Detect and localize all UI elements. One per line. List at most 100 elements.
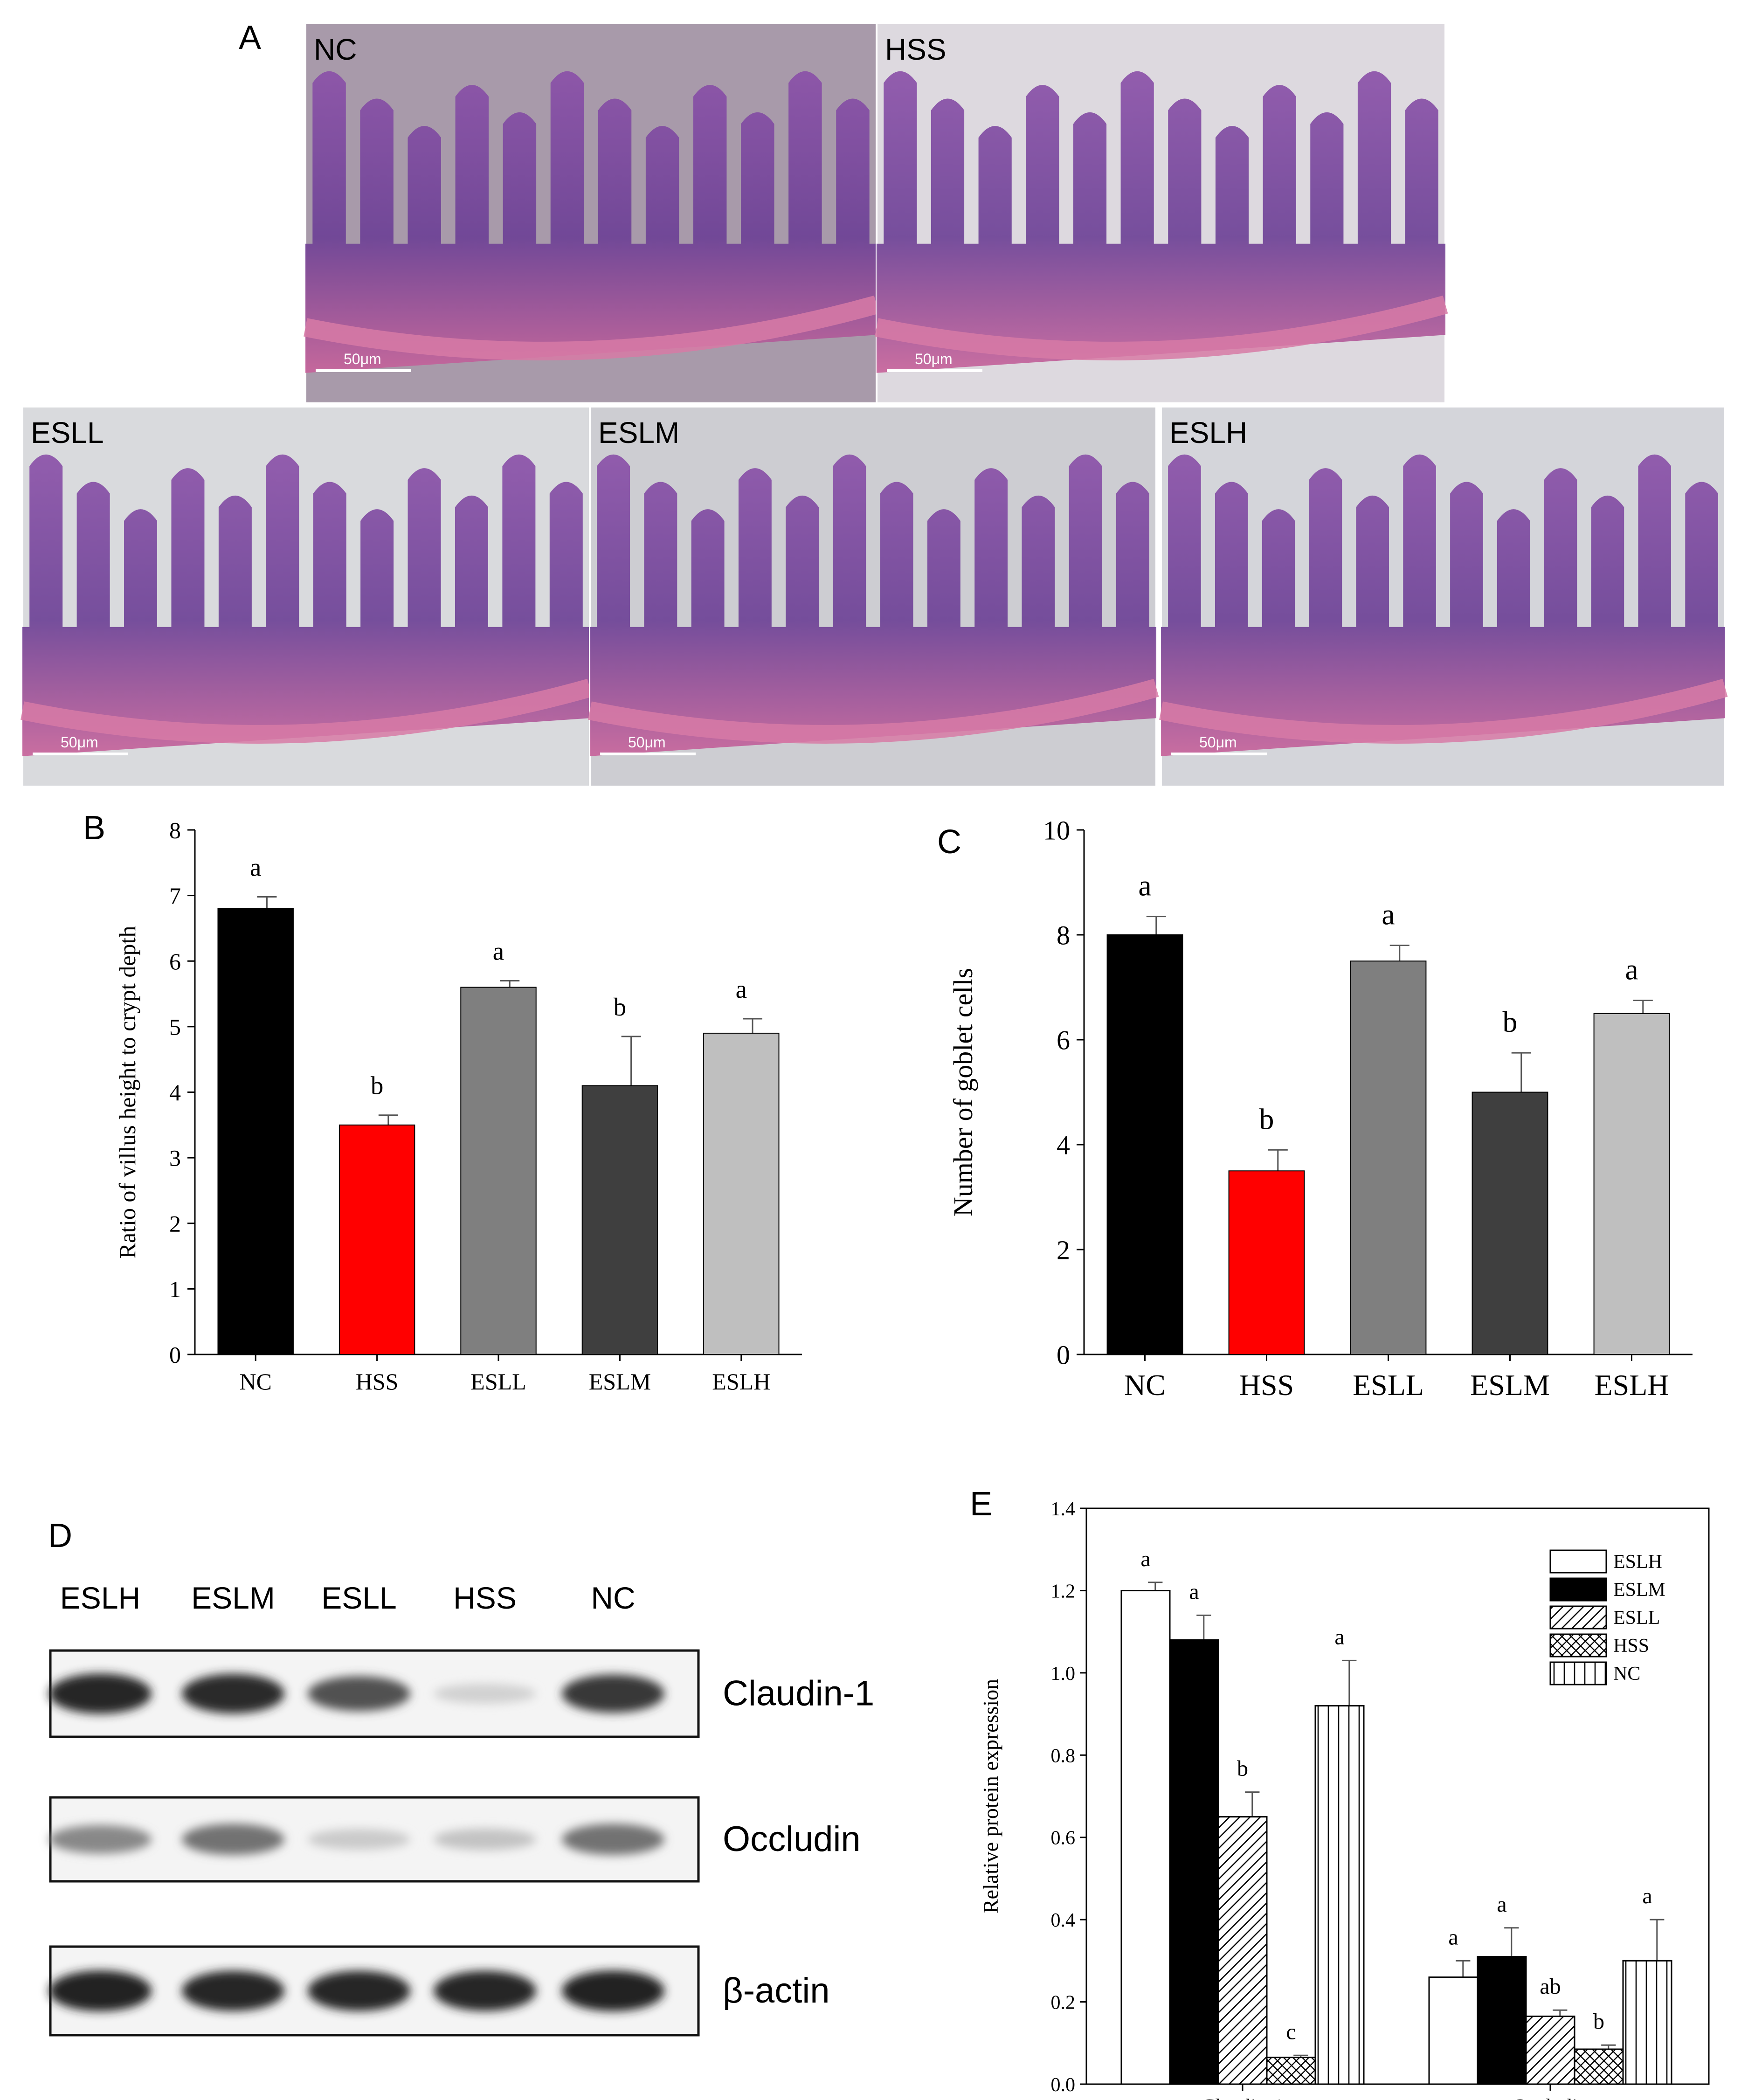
- protein-band: [49, 1970, 152, 2011]
- significance-label: a: [250, 853, 261, 881]
- band-label: Claudin-1: [723, 1674, 874, 1713]
- x-tick-label: NC: [1124, 1368, 1166, 1402]
- bar-esll: [1217, 1816, 1268, 2085]
- y-tick-label: 10: [1043, 815, 1070, 845]
- bar-nc: [1106, 934, 1183, 1355]
- y-tick-label: 2: [169, 1210, 181, 1237]
- legend-swatch-eslh: [1549, 1549, 1607, 1574]
- y-tick-label: 1.2: [1051, 1581, 1076, 1602]
- significance-label: a: [493, 937, 504, 965]
- protein-band: [49, 1825, 152, 1854]
- bar-hss: [1228, 1170, 1305, 1355]
- panel-label-c: C: [937, 823, 961, 861]
- bar-eslh: [1428, 1976, 1479, 2085]
- legend-entry: ESLL: [1613, 1607, 1660, 1629]
- significance-label: a: [1642, 1884, 1652, 1908]
- x-tick-label: ESLH: [1595, 1368, 1669, 1402]
- legend-swatch-nc: [1549, 1661, 1607, 1686]
- protein-band: [434, 1828, 536, 1851]
- micrograph-nc: NC 50μm: [304, 22, 879, 404]
- muscle-layer: [875, 295, 1448, 360]
- protein-band: [182, 1970, 284, 2011]
- bar-eslm: [1472, 1091, 1548, 1355]
- x-tick-label: HSS: [1239, 1368, 1294, 1402]
- micrograph-esll: ESLL 50μm: [21, 406, 593, 788]
- intestinal-villi: [22, 454, 590, 756]
- x-tick-label: Occludin: [1513, 2095, 1588, 2100]
- y-tick-label: 8: [1057, 920, 1070, 950]
- bar-esll: [1525, 2015, 1575, 2085]
- intestinal-villi: [877, 71, 1445, 373]
- legend-swatch-eslm: [1549, 1577, 1607, 1602]
- y-tick-label: 0: [1057, 1340, 1070, 1370]
- y-tick-label: 7: [169, 883, 181, 909]
- blot-row-β-actin: β-actin: [49, 1945, 830, 2037]
- bar-eslm: [1169, 1639, 1219, 2085]
- x-tick-label: Claudin-1: [1202, 2095, 1284, 2100]
- protein-band: [434, 1684, 536, 1704]
- significance-label: a: [1334, 1624, 1344, 1649]
- bar-esll: [460, 987, 537, 1355]
- bar-nc: [217, 908, 294, 1355]
- legend-swatch-hss: [1549, 1633, 1607, 1658]
- protein-band: [562, 1824, 664, 1855]
- x-tick-label: ESLL: [470, 1368, 526, 1395]
- chart-e: 0.0 0.2 0.4 0.6 0.8 1.0 1.2 1.4 Relative protein…: [979, 1499, 1710, 2100]
- y-tick-label: 0.0: [1051, 2074, 1076, 2096]
- micrograph-label: ESLH: [1169, 416, 1247, 449]
- y-tick-label: 2: [1057, 1235, 1070, 1265]
- significance-label: c: [1286, 2019, 1296, 2044]
- y-tick-label: 0.4: [1051, 1910, 1076, 1931]
- y-tick-label: 0: [169, 1342, 181, 1368]
- scale-bar-label: 50μm: [1199, 734, 1237, 751]
- band-label: β-actin: [723, 1971, 830, 2010]
- significance-label: a: [1382, 898, 1395, 931]
- x-tick-label: NC: [239, 1368, 271, 1395]
- significance-label: a: [1140, 1547, 1150, 1571]
- band-label: Occludin: [723, 1819, 861, 1859]
- y-tick-label: 1.0: [1051, 1663, 1076, 1685]
- protein-band: [308, 1676, 410, 1712]
- significance-label: b: [1503, 1005, 1518, 1038]
- significance-label: b: [614, 993, 627, 1021]
- protein-band: [182, 1673, 284, 1714]
- legend-entry: HSS: [1613, 1635, 1649, 1657]
- blot-row-claudin-1: Claudin-1: [49, 1649, 874, 1738]
- y-tick-label: 6: [1057, 1025, 1070, 1055]
- chart-b: 0 1 2 3 4 5 6 7 8 Ratio of villus height to crypt…: [114, 817, 802, 1395]
- significance-label: b: [1259, 1102, 1274, 1135]
- bar-nc: [1622, 1960, 1672, 2085]
- significance-label: b: [1237, 1756, 1248, 1781]
- protein-band: [49, 1673, 152, 1714]
- lane-label: ESLM: [191, 1581, 275, 1615]
- bar-eslh: [703, 1032, 780, 1355]
- y-tick-label: 4: [1057, 1130, 1070, 1160]
- y-tick-label: 0.2: [1051, 1992, 1076, 2014]
- y-tick-label: 6: [169, 948, 181, 974]
- intestinal-villi: [1161, 454, 1725, 756]
- lane-label: ESLL: [321, 1581, 396, 1615]
- x-tick-label: ESLM: [589, 1368, 651, 1395]
- y-tick-label: 8: [169, 817, 181, 843]
- significance-label: a: [1448, 1925, 1458, 1949]
- muscle-layer: [21, 678, 593, 744]
- lane-label: ESLH: [60, 1581, 140, 1615]
- x-tick-label: ESLL: [1353, 1368, 1424, 1402]
- protein-band: [434, 1970, 536, 2011]
- scale-bar-label: 50μm: [344, 351, 381, 367]
- x-tick-label: ESLH: [712, 1368, 770, 1395]
- x-tick-label: HSS: [356, 1368, 399, 1395]
- bar-esll: [1350, 960, 1427, 1355]
- micrograph-label: ESLL: [31, 416, 104, 449]
- micrograph-eslm: ESLM 50μm: [588, 406, 1159, 788]
- y-axis-label: Ratio of villus height to crypt depth: [114, 926, 140, 1259]
- bar-hss: [1266, 2057, 1316, 2085]
- lane-label: NC: [591, 1581, 635, 1615]
- muscle-layer: [1159, 678, 1728, 744]
- significance-label: a: [736, 975, 747, 1003]
- significance-label: a: [1625, 953, 1638, 986]
- bar-hss: [339, 1124, 415, 1355]
- significance-label: b: [371, 1071, 384, 1100]
- panel-a-histology: NC 50μm HSS 50μm ESLL 50μm ESLM 50μm ESLH 50μm: [21, 22, 1728, 788]
- muscle-layer: [304, 295, 879, 360]
